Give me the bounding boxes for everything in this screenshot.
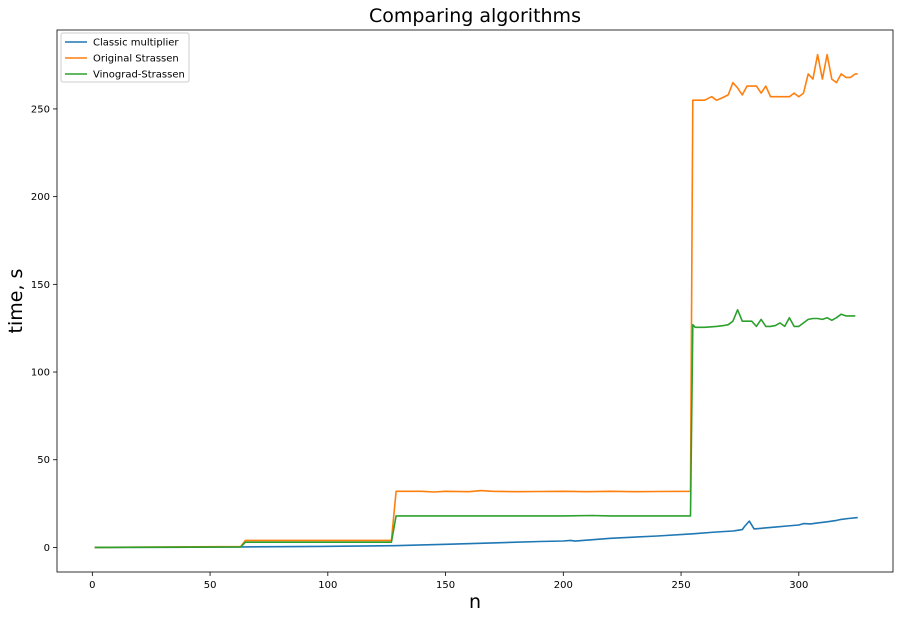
legend: Classic multiplier Original Strassen Vinog…: [60, 32, 190, 83]
x-tick-label: 250: [672, 580, 691, 591]
y-tick-label: 150: [31, 280, 50, 291]
x-tick-label: 300: [789, 580, 808, 591]
plot-frame: [56, 29, 894, 573]
series-line-1: [94, 53, 858, 549]
legend-label: Vinograd-Strassen: [93, 70, 185, 81]
series-line-2: [94, 308, 856, 549]
y-tick-label: 0: [44, 543, 50, 554]
legend-label: Original Strassen: [93, 54, 179, 65]
legend-label: Classic multiplier: [93, 38, 179, 49]
y-tick-label: 50: [37, 455, 50, 466]
x-axis-label: n: [469, 591, 481, 613]
y-tick-label: 250: [31, 104, 50, 115]
x-tick-label: 150: [436, 580, 455, 591]
x-tick-label: 50: [204, 580, 217, 591]
y-tick-label: 200: [31, 192, 50, 203]
x-axis-ticks: 0 50 100 150 200 250 300: [89, 572, 808, 591]
legend-box: [60, 32, 190, 83]
y-axis-ticks: 0 50 100 150 200 250: [31, 104, 57, 554]
x-tick-label: 200: [554, 580, 573, 591]
x-tick-label: 100: [318, 580, 337, 591]
y-tick-label: 100: [31, 368, 50, 379]
series-layer: [94, 53, 858, 549]
x-tick-label: 0: [89, 580, 95, 591]
y-axis-label: time, s: [5, 269, 27, 334]
series-line-0: [94, 516, 858, 549]
chart-title: Comparing algorithms: [369, 5, 581, 27]
